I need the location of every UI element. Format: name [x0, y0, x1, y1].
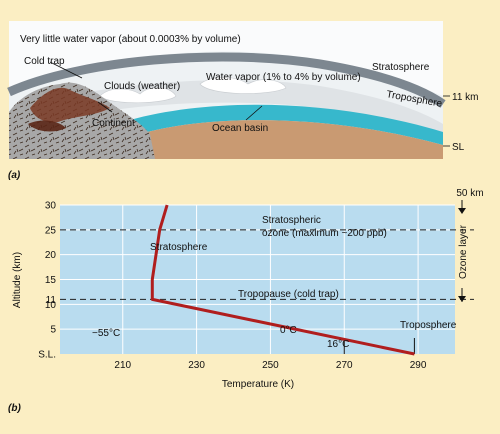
ozone-arrow-down	[458, 296, 466, 302]
clouds-label: Clouds (weather)	[104, 81, 180, 92]
y-axis-label: Altitude (km)	[12, 252, 23, 308]
x-tick-label: 250	[262, 360, 279, 371]
cold-trap-band	[7, 52, 446, 108]
ozone-label-line2: ozone (maximum ~200 ppb)	[262, 228, 387, 239]
temperature-profile	[150, 204, 415, 356]
ozone-arrow-up	[458, 208, 466, 214]
troposphere-label-b: Troposphere	[400, 320, 457, 331]
x-tick-label: 230	[188, 360, 205, 371]
x-tick-labels: 210 230 250 270 290	[114, 360, 426, 371]
top-altitude-label: 50 km	[456, 188, 483, 199]
water-vapor-label: Water vapor (1% to 4% by volume)	[206, 72, 361, 83]
stratosphere-label-b: Stratosphere	[150, 242, 208, 253]
x-tick-label: 210	[114, 360, 131, 371]
vapor-note: Very little water vapor (about 0.0003% b…	[20, 34, 241, 45]
cold-trap-label: Cold trap	[24, 56, 65, 67]
y-tick-label: 15	[45, 275, 57, 286]
y-tick-label: 5	[50, 325, 56, 336]
mountain	[30, 87, 110, 123]
y-tick-label: 30	[45, 201, 57, 212]
tropopause-label: Tropopause (cold trap)	[238, 289, 339, 300]
continent-label: Continent	[92, 118, 135, 129]
temp-zero-label: 0°C	[280, 325, 297, 336]
cloud-1	[99, 87, 177, 104]
ocean-basin-label: Ocean basin	[212, 123, 268, 134]
reference-lines	[60, 229, 474, 300]
ozone-layer-label: Ozone layer	[458, 224, 469, 279]
x-axis-label: Temperature (K)	[222, 379, 294, 390]
sea-level-label: SL	[452, 142, 465, 153]
panel-a-label: (a)	[8, 170, 21, 181]
x-tick-label: 270	[336, 360, 353, 371]
cold-trap-pointer	[49, 61, 83, 79]
y-tick-label: 11	[46, 295, 57, 306]
temp-min-label: −55°C	[92, 328, 120, 339]
x-tick-label: 290	[410, 360, 427, 371]
y-tick-label: S.L.	[38, 350, 56, 361]
temp-surface-label: 16°C	[327, 339, 349, 350]
y-tick-label: 25	[45, 225, 57, 236]
ocean-surface	[130, 104, 443, 145]
y-tick-label: 20	[45, 250, 57, 261]
temperature-line	[150, 204, 415, 356]
continent-pointer	[97, 101, 113, 113]
altitude-11km-label: 11 km	[452, 92, 479, 103]
upper-atmosphere	[9, 21, 443, 96]
panel-b-label: (b)	[8, 403, 21, 414]
mountain-shadow	[28, 120, 66, 132]
cloud-2	[199, 76, 287, 94]
y-tick-label: 10	[45, 300, 57, 311]
ozone-label-line1: Stratospheric	[262, 215, 321, 226]
ocean-basin	[140, 120, 443, 159]
stratosphere-label-a: Stratosphere	[372, 62, 430, 73]
ocean-pointer	[245, 105, 263, 121]
